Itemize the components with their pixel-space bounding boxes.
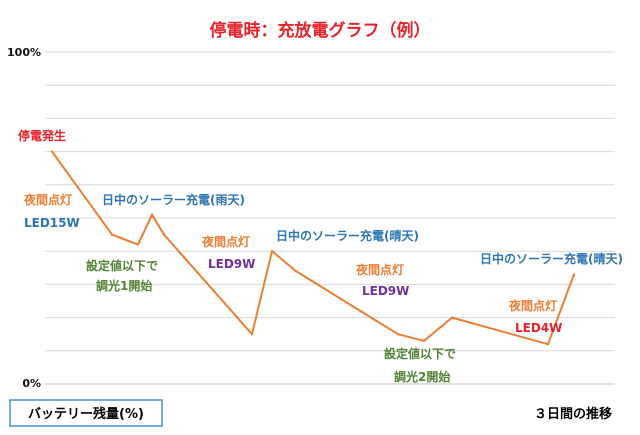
data-point xyxy=(294,269,298,273)
data-point xyxy=(270,250,274,253)
data-point xyxy=(546,342,550,346)
series-group xyxy=(50,150,576,346)
y-tick-label-top: 100% xyxy=(7,46,41,59)
data-point xyxy=(250,333,254,336)
data-point xyxy=(450,316,454,319)
y-tick-label-bottom: 0% xyxy=(22,377,41,390)
annotation-label: 夜間点灯 xyxy=(508,298,557,313)
annotation-label: LED9W xyxy=(362,284,409,298)
annotation-label: 調光2開始 xyxy=(394,369,450,384)
annotation-label: 夜間点灯 xyxy=(23,192,72,207)
annotation-label: LED15W xyxy=(24,216,80,230)
annotation-label: 日中のソーラー充電(晴天) xyxy=(276,228,419,243)
data-point xyxy=(110,233,114,236)
annotation-label: 停電発生 xyxy=(18,128,66,143)
data-point xyxy=(396,333,400,336)
data-point xyxy=(50,150,54,153)
data-point xyxy=(422,339,426,343)
series-line xyxy=(51,151,575,346)
data-point xyxy=(136,243,140,246)
data-point xyxy=(162,233,166,236)
annotation-label: 日中のソーラー充電(雨天) xyxy=(102,192,245,207)
annotation-label: 夜間点灯 xyxy=(201,234,250,249)
y-axis-label: バッテリー残量(%) xyxy=(28,406,144,422)
annotation-group: 停電発生夜間点灯LED15W日中のソーラー充電(雨天)設定値以下で調光1開始夜間… xyxy=(18,128,623,384)
annotation-label: 設定値以下で xyxy=(384,346,456,361)
annotation-label: 設定値以下で xyxy=(86,258,158,273)
gridlines xyxy=(45,51,615,385)
annotation-label: LED4W xyxy=(515,321,562,335)
annotation-label: LED9W xyxy=(208,257,255,271)
x-axis-label: ３日間の推移 xyxy=(534,406,612,422)
annotation-label: 日中のソーラー充電(晴天) xyxy=(480,251,623,266)
annotation-label: 調光1開始 xyxy=(96,278,152,293)
annotation-label: 夜間点灯 xyxy=(355,262,404,277)
legend-box xyxy=(9,399,163,427)
chart-title: 停電時：充放電グラフ（例） xyxy=(210,20,431,41)
data-point xyxy=(572,273,576,276)
data-point xyxy=(150,213,154,216)
